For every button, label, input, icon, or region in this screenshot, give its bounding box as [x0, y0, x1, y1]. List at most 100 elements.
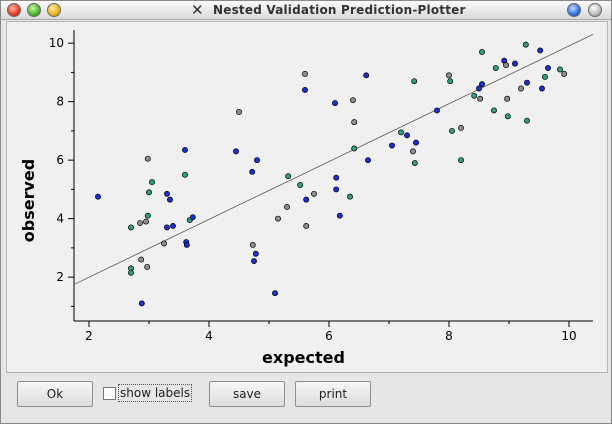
data-point [351, 119, 358, 126]
data-point [347, 193, 353, 200]
data-point [504, 95, 511, 102]
window-shade-icon[interactable] [588, 3, 602, 17]
fit-line [73, 34, 594, 285]
show-labels-checkbox-box[interactable] [103, 387, 116, 400]
maximize-window-button[interactable] [27, 3, 41, 17]
data-point [143, 218, 149, 225]
x-tick-label: 2 [85, 329, 93, 343]
data-point [449, 127, 455, 134]
plot-area: 2 4 6 8 10 2 4 6 8 10 expected observed [6, 21, 608, 373]
data-point [522, 41, 529, 48]
data-point [471, 92, 478, 99]
y-tick-label: 4 [56, 212, 64, 226]
data-point [447, 78, 454, 85]
data-point [503, 62, 509, 69]
data-point [167, 196, 173, 203]
data-point [404, 132, 410, 139]
data-point [252, 250, 259, 257]
data-point [302, 70, 308, 77]
ok-button[interactable]: Ok [17, 381, 93, 407]
close-window-button[interactable] [7, 3, 21, 17]
data-point [512, 60, 518, 67]
data-point [336, 212, 343, 219]
data-point [189, 214, 196, 221]
data-point [492, 65, 499, 71]
data-point [413, 139, 419, 146]
x-tick-label: 8 [445, 329, 453, 343]
data-point [351, 145, 358, 152]
window-menu-icon[interactable] [567, 3, 581, 17]
data-point [479, 81, 485, 88]
data-point [272, 290, 278, 297]
data-point [476, 85, 482, 92]
data-point [233, 148, 239, 155]
show-labels-label[interactable]: show labels [118, 384, 193, 402]
data-point [504, 113, 511, 120]
data-point [537, 47, 544, 54]
data-point [333, 174, 340, 181]
data-point [144, 212, 151, 219]
data-point [557, 66, 563, 73]
data-point [146, 189, 152, 196]
data-point [182, 171, 188, 178]
data-point [284, 203, 290, 210]
data-point [285, 173, 292, 180]
data-point [249, 168, 256, 175]
data-point [275, 215, 281, 222]
x11-app-icon: ✕ [191, 1, 204, 19]
data-point [446, 72, 452, 79]
x-tick-label: 10 [561, 329, 576, 343]
data-point [539, 85, 545, 92]
x-axis-label: expected [262, 348, 345, 367]
y-tick-label: 6 [56, 153, 64, 167]
minimize-window-button[interactable] [47, 3, 61, 17]
data-point [350, 97, 356, 104]
data-point [138, 256, 145, 263]
data-point [411, 78, 418, 85]
data-point [137, 220, 143, 226]
y-tick-label: 2 [56, 270, 64, 284]
data-point [183, 242, 190, 248]
data-point [479, 48, 485, 55]
data-point [458, 157, 464, 164]
print-button[interactable]: print [295, 381, 371, 407]
data-point [164, 224, 170, 231]
data-point [542, 73, 548, 80]
data-point [458, 125, 464, 131]
data-point [303, 196, 310, 203]
title-bar[interactable]: ✕ Nested Validation Prediction-Plotter [1, 1, 611, 20]
data-point [144, 263, 151, 270]
data-point [389, 142, 395, 149]
data-point [251, 258, 257, 264]
data-point [545, 65, 551, 71]
data-point [524, 117, 530, 124]
data-point [311, 190, 317, 197]
data-point [398, 129, 404, 136]
data-point [363, 72, 370, 79]
data-point [524, 79, 530, 86]
data-point [236, 108, 242, 115]
data-point [332, 100, 338, 107]
data-point [95, 193, 101, 200]
y-tick-label: 8 [56, 95, 64, 109]
data-point [491, 107, 497, 114]
data-point [477, 95, 484, 102]
y-axis-label: observed [19, 159, 38, 242]
data-point [302, 87, 308, 93]
data-point [182, 146, 188, 153]
data-point [297, 182, 304, 188]
save-button[interactable]: save [209, 381, 285, 407]
scatter-chart: 2 4 6 8 10 2 4 6 8 10 expected observed [19, 30, 594, 367]
x-tick-label: 6 [325, 329, 333, 343]
data-point [138, 300, 145, 307]
data-point [164, 190, 170, 197]
data-point [128, 224, 134, 231]
data-point [303, 222, 310, 229]
data-point [411, 160, 418, 167]
window-title: Nested Validation Prediction-Plotter [213, 3, 466, 17]
data-point [561, 70, 568, 77]
data-point [170, 222, 176, 229]
data-point [254, 157, 260, 164]
data-point [365, 157, 371, 164]
